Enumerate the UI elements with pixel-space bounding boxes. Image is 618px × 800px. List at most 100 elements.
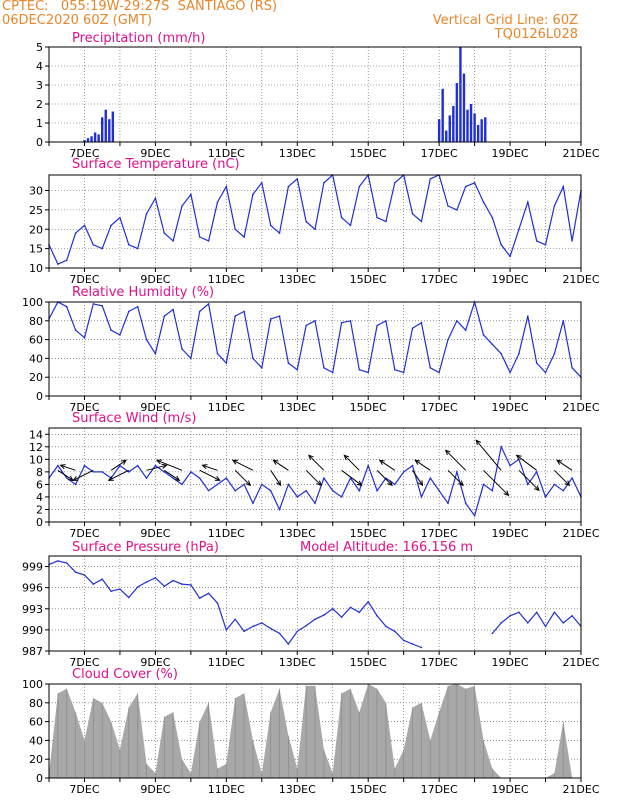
- wind-arrow-head: [272, 459, 279, 465]
- x-tick-label: 7DEC: [69, 783, 99, 796]
- wind-data-point: [473, 514, 476, 517]
- precip-bar: [108, 119, 111, 142]
- pressure-data-point: [527, 622, 529, 624]
- wind-arrow: [107, 469, 130, 481]
- wind-data-point: [429, 477, 432, 479]
- pressure-data-point: [535, 611, 538, 614]
- wind-data-point: [198, 477, 201, 479]
- x-tick-label: 11DEC: [208, 401, 245, 414]
- rh-data-point: [154, 352, 157, 355]
- wind-arrow-shaft: [556, 459, 573, 471]
- pressure-data-point: [234, 618, 236, 621]
- wind-data-point: [234, 489, 236, 492]
- wind-arrow: [376, 469, 393, 487]
- pressure-data-point: [518, 611, 520, 614]
- wind-data-point: [340, 496, 343, 498]
- rh-data-point: [323, 367, 325, 369]
- wind-data-point: [287, 483, 290, 486]
- temp-data-point: [207, 240, 210, 242]
- wind-data-point: [252, 502, 254, 505]
- temp-data-point: [296, 178, 299, 180]
- wind-arrow-head: [475, 439, 481, 446]
- x-tick-label: 17DEC: [421, 783, 458, 796]
- pressure-data-point: [296, 630, 299, 633]
- rh-data-point: [420, 321, 423, 324]
- temp-data-point: [500, 243, 503, 246]
- rh-data-point: [553, 352, 556, 355]
- pressure-data-point: [92, 583, 95, 585]
- header-grid-line: Vertical Grid Line: 60Z: [432, 13, 578, 28]
- temp-data-point: [447, 205, 449, 207]
- wind-arrow-shaft: [163, 469, 180, 481]
- pressure-data-point: [509, 615, 511, 617]
- wind-arrow-head: [59, 464, 66, 470]
- wind-arrow-shaft: [232, 459, 254, 471]
- wind-data-point: [411, 464, 414, 467]
- wind-arrow: [155, 459, 183, 471]
- x-tick-label: 19DEC: [492, 401, 529, 414]
- x-tick-label: 15DEC: [350, 273, 387, 286]
- temp-data-point: [101, 247, 103, 250]
- precip-bar: [111, 111, 115, 142]
- y-tick-label: 0: [36, 136, 43, 149]
- temp-data-point: [198, 236, 201, 238]
- y-tick-label: 14: [29, 428, 43, 441]
- wind-arrow-shaft: [234, 469, 251, 486]
- wind-arrow-head: [174, 475, 181, 481]
- pressure-data-point: [207, 592, 210, 595]
- wind-data-point: [92, 471, 95, 473]
- wind-arrow-shaft: [270, 470, 282, 486]
- rh-data-point: [491, 343, 494, 346]
- temp-data-point: [57, 263, 59, 265]
- wind-data-point: [163, 471, 166, 473]
- y-tick-label: 996: [22, 582, 43, 595]
- wind-arrow-head: [515, 454, 522, 460]
- rh-data-point: [535, 362, 538, 364]
- temp-data-point: [456, 209, 458, 211]
- x-tick-label: 19DEC: [492, 273, 529, 286]
- rh-data-point: [74, 329, 77, 332]
- panel-rh: 0 20 40 60 80 100 7DEC 9DEC 11DEC 13DEC 15DEC 17DEC…: [22, 285, 600, 414]
- rh-data-point: [269, 318, 272, 320]
- temp-data-point: [269, 224, 272, 227]
- pressure-data-point: [571, 615, 573, 617]
- temp-data-point: [145, 212, 148, 215]
- wind-arrow: [305, 469, 322, 487]
- rh-data-point: [438, 371, 440, 374]
- temp-data-point: [252, 193, 254, 196]
- rh-data-point: [571, 367, 573, 369]
- x-tick-label: 17DEC: [421, 147, 458, 160]
- rh-data-point: [136, 305, 139, 308]
- rh-data-point: [163, 315, 166, 317]
- temp-data-point: [154, 197, 157, 200]
- wind-data-point: [420, 496, 423, 498]
- wind-data-point: [190, 471, 192, 473]
- temp-data-point: [518, 228, 520, 231]
- temp-data-point: [74, 232, 77, 234]
- rh-data-point: [65, 305, 68, 308]
- pressure-data-point: [172, 579, 174, 582]
- wind-arrow: [110, 459, 128, 471]
- wind-data-point: [358, 489, 361, 492]
- y-tick-label: 20: [29, 753, 43, 766]
- x-tick-label: 15DEC: [350, 783, 387, 796]
- x-tick-label: 19DEC: [492, 527, 529, 540]
- precip-title: Precipitation (mm/h): [72, 31, 205, 46]
- rh-data-point: [376, 324, 378, 327]
- pressure-data-point: [340, 616, 343, 619]
- wind-arrow-head: [414, 459, 421, 465]
- pressure-data-point: [74, 571, 77, 573]
- wind-arrow-head: [556, 459, 563, 465]
- rh-data-point: [198, 310, 201, 313]
- temp-data-point: [83, 224, 86, 227]
- plot-frame: [48, 174, 582, 269]
- x-tick-label: 21DEC: [562, 401, 599, 414]
- wind-arrow-shaft: [414, 459, 431, 471]
- y-tick-label: 60: [29, 334, 43, 347]
- pressure-data-point: [287, 643, 290, 645]
- precip-bar: [437, 119, 441, 142]
- wind-arrow: [231, 459, 254, 471]
- rh-data-point: [234, 315, 236, 317]
- wind-title: Surface Wind (m/s): [72, 411, 196, 426]
- wind-arrow-shaft: [483, 469, 509, 496]
